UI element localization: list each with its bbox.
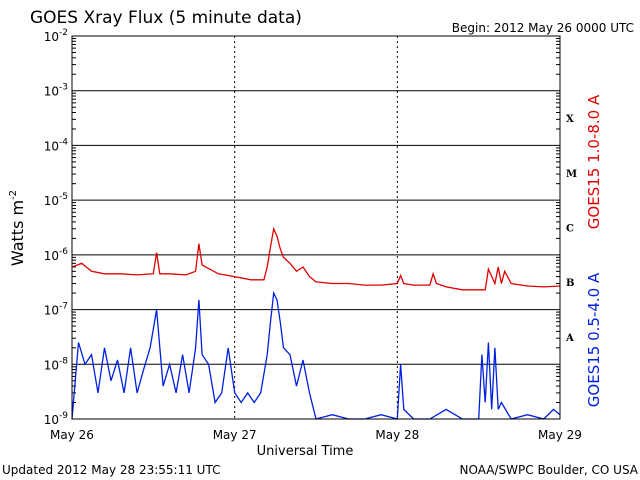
flare-class-label: X (566, 114, 574, 125)
y-axis-label-sup: -2 (8, 190, 19, 200)
y-tick-base: 10 (44, 413, 59, 427)
y-tick-exp: -4 (59, 137, 68, 147)
y-tick-label: 10-6 (44, 247, 69, 263)
y-tick-exp: -5 (59, 192, 68, 202)
y-tick-exp: -7 (59, 302, 68, 312)
y-tick-base: 10 (44, 249, 59, 263)
y-tick-label: 10-7 (44, 302, 68, 318)
y-tick-exp: -2 (59, 28, 68, 38)
y-tick-labels: 10-910-810-710-610-510-410-310-2 (44, 28, 69, 427)
y-tick-exp: -3 (59, 83, 68, 93)
x-tick-labels: May 26 May 27 May 28 May 29 (50, 428, 582, 442)
flare-class-label: C (566, 224, 574, 235)
y-tick-label: 10-4 (44, 137, 69, 153)
series-line-0 (71, 226, 561, 291)
flare-class-label: B (566, 278, 574, 289)
y-tick-label: 10-3 (44, 83, 68, 99)
y-tick-label: 10-9 (44, 411, 69, 427)
legend-series-long: GOES15 1.0-8.0 A (585, 94, 603, 229)
y-tick-base: 10 (44, 30, 59, 44)
y-tick-base: 10 (44, 358, 59, 372)
begin-time: Begin: 2012 May 26 0000 UTC (452, 21, 634, 35)
y-tick-label: 10-5 (44, 192, 68, 208)
flare-class-labels: A B C M X (565, 114, 577, 344)
credit: NOAA/SWPC Boulder, CO USA (460, 463, 639, 477)
y-tick-exp: -9 (59, 411, 68, 421)
series-line-1 (71, 290, 561, 420)
chart-title: GOES Xray Flux (5 minute data) (30, 8, 302, 28)
flare-class-label: M (566, 169, 577, 180)
updated-time: Updated 2012 May 28 23:55:11 UTC (2, 463, 220, 477)
y-tick-base: 10 (44, 304, 59, 318)
flare-class-label: A (565, 333, 574, 344)
x-tick-label: May 28 (375, 428, 419, 442)
legend-series-short: GOES15 0.5-4.0 A (585, 272, 603, 407)
grid (72, 36, 560, 419)
x-tick-label: May 26 (50, 428, 94, 442)
x-axis-label: Universal Time (257, 444, 354, 459)
y-tick-base: 10 (44, 194, 59, 208)
x-tick-label: May 29 (538, 428, 582, 442)
x-tick-label: May 27 (213, 428, 257, 442)
series-group (71, 226, 561, 420)
plot-frame (71, 35, 561, 420)
y-tick-exp: -6 (59, 247, 68, 257)
y-tick-label: 10-8 (44, 356, 69, 372)
y-tick-label: 10-2 (44, 28, 68, 44)
y-tick-base: 10 (44, 85, 59, 99)
y-tick-exp: -8 (59, 356, 68, 366)
y-axis-label: Watts m-2 (8, 190, 27, 266)
y-tick-base: 10 (44, 139, 59, 153)
